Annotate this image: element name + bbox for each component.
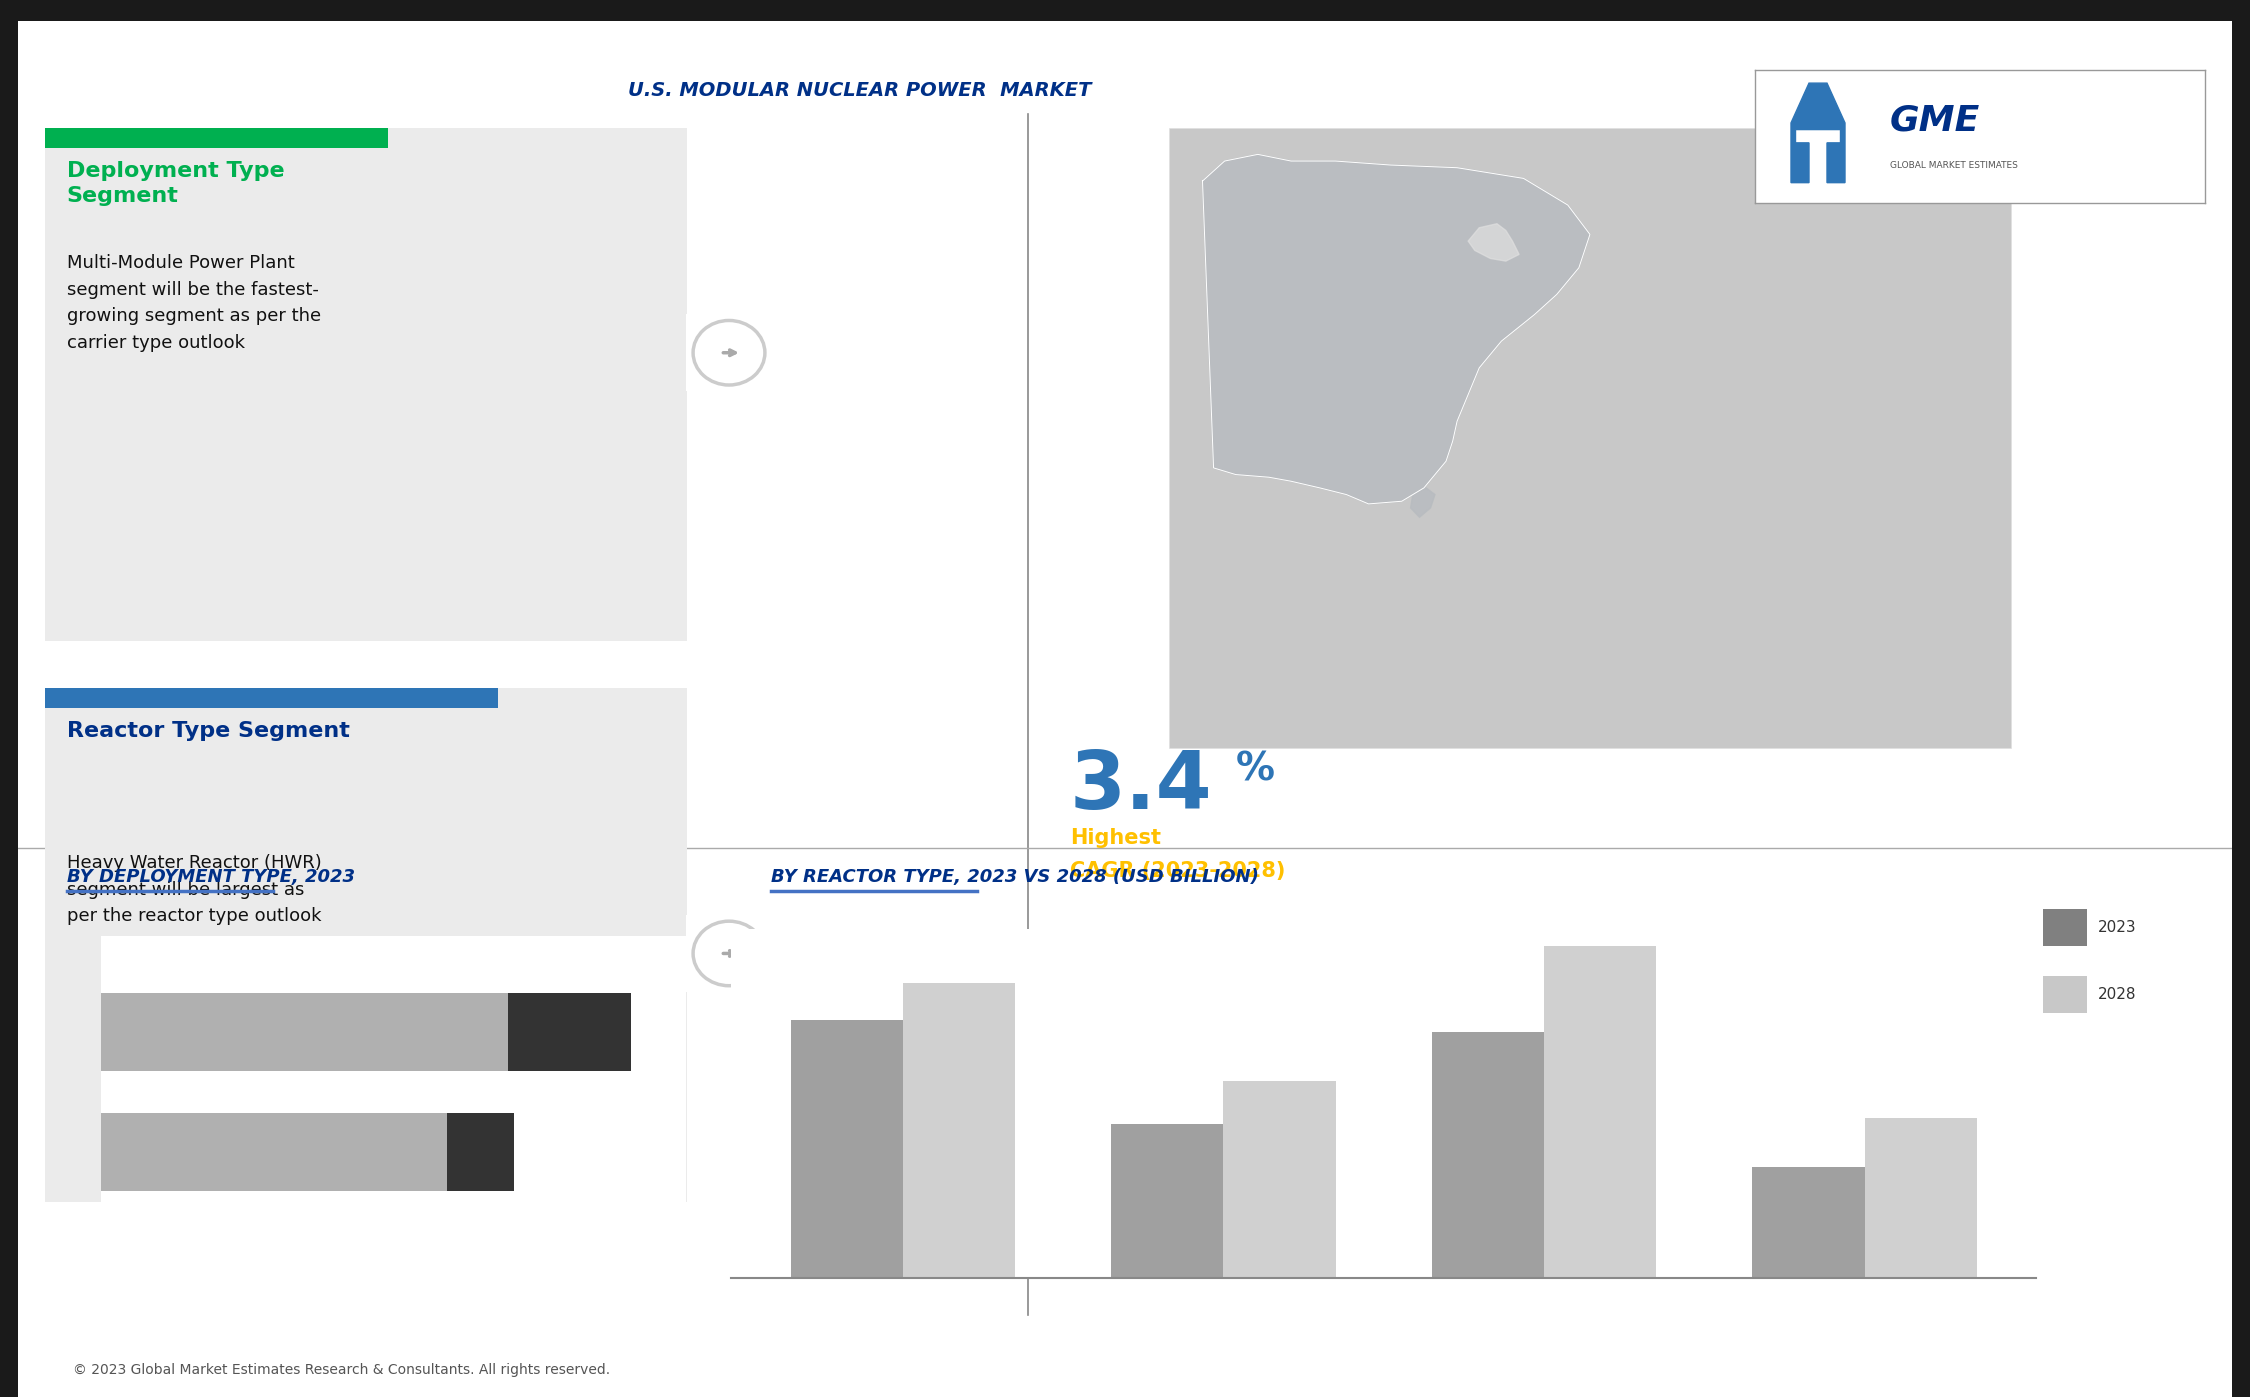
Text: U.S. MODULAR NUCLEAR POWER  MARKET: U.S. MODULAR NUCLEAR POWER MARKET: [628, 81, 1091, 101]
Bar: [1431, 1032, 1544, 1278]
Bar: [2043, 909, 2088, 946]
Text: GME: GME: [1890, 103, 1980, 137]
Text: 2023: 2023: [2097, 919, 2138, 935]
Polygon shape: [1791, 84, 1845, 183]
Bar: [2043, 977, 2088, 1013]
Text: Heavy Water Reactor (HWR)
segment will be largest as
per the reactor type outloo: Heavy Water Reactor (HWR) segment will b…: [68, 802, 322, 925]
Bar: [1224, 1081, 1336, 1278]
Bar: [448, 1113, 513, 1192]
Bar: [45, 127, 387, 148]
Bar: [1865, 1118, 1978, 1278]
Bar: [101, 1113, 448, 1192]
Bar: [1753, 1168, 1865, 1278]
Text: %: %: [1235, 750, 1276, 789]
Text: Deployment Type
Segment: Deployment Type Segment: [68, 161, 284, 205]
FancyBboxPatch shape: [45, 689, 686, 1201]
Text: © 2023 Global Market Estimates Research & Consultants. All rights reserved.: © 2023 Global Market Estimates Research …: [74, 1363, 610, 1377]
FancyBboxPatch shape: [45, 127, 686, 641]
Text: 2028: 2028: [2097, 986, 2138, 1002]
Text: 3.4: 3.4: [1069, 747, 1213, 826]
Bar: [790, 1020, 902, 1278]
Text: Multi-Module Power Plant
segment will be the fastest-
growing segment as per the: Multi-Module Power Plant segment will be…: [68, 254, 322, 352]
Text: CAGR (2023-2028): CAGR (2023-2028): [1069, 862, 1285, 882]
Bar: [1112, 1125, 1224, 1278]
Text: Highest: Highest: [1069, 828, 1161, 848]
Polygon shape: [1469, 224, 1519, 261]
Polygon shape: [1202, 154, 1591, 504]
Text: BY REACTOR TYPE, 2023 VS 2028 (USD BILLION): BY REACTOR TYPE, 2023 VS 2028 (USD BILLI…: [772, 868, 1258, 886]
Bar: [902, 982, 1015, 1278]
Bar: [101, 993, 508, 1071]
Text: BY DEPLOYMENT TYPE, 2023: BY DEPLOYMENT TYPE, 2023: [68, 868, 356, 886]
Bar: [508, 993, 630, 1071]
Text: Reactor Type Segment: Reactor Type Segment: [68, 721, 349, 742]
Polygon shape: [1411, 488, 1436, 517]
Bar: [45, 689, 500, 708]
Text: GLOBAL MARKET ESTIMATES: GLOBAL MARKET ESTIMATES: [1890, 161, 2018, 170]
Bar: [1170, 127, 2012, 747]
Bar: [1544, 946, 1656, 1278]
